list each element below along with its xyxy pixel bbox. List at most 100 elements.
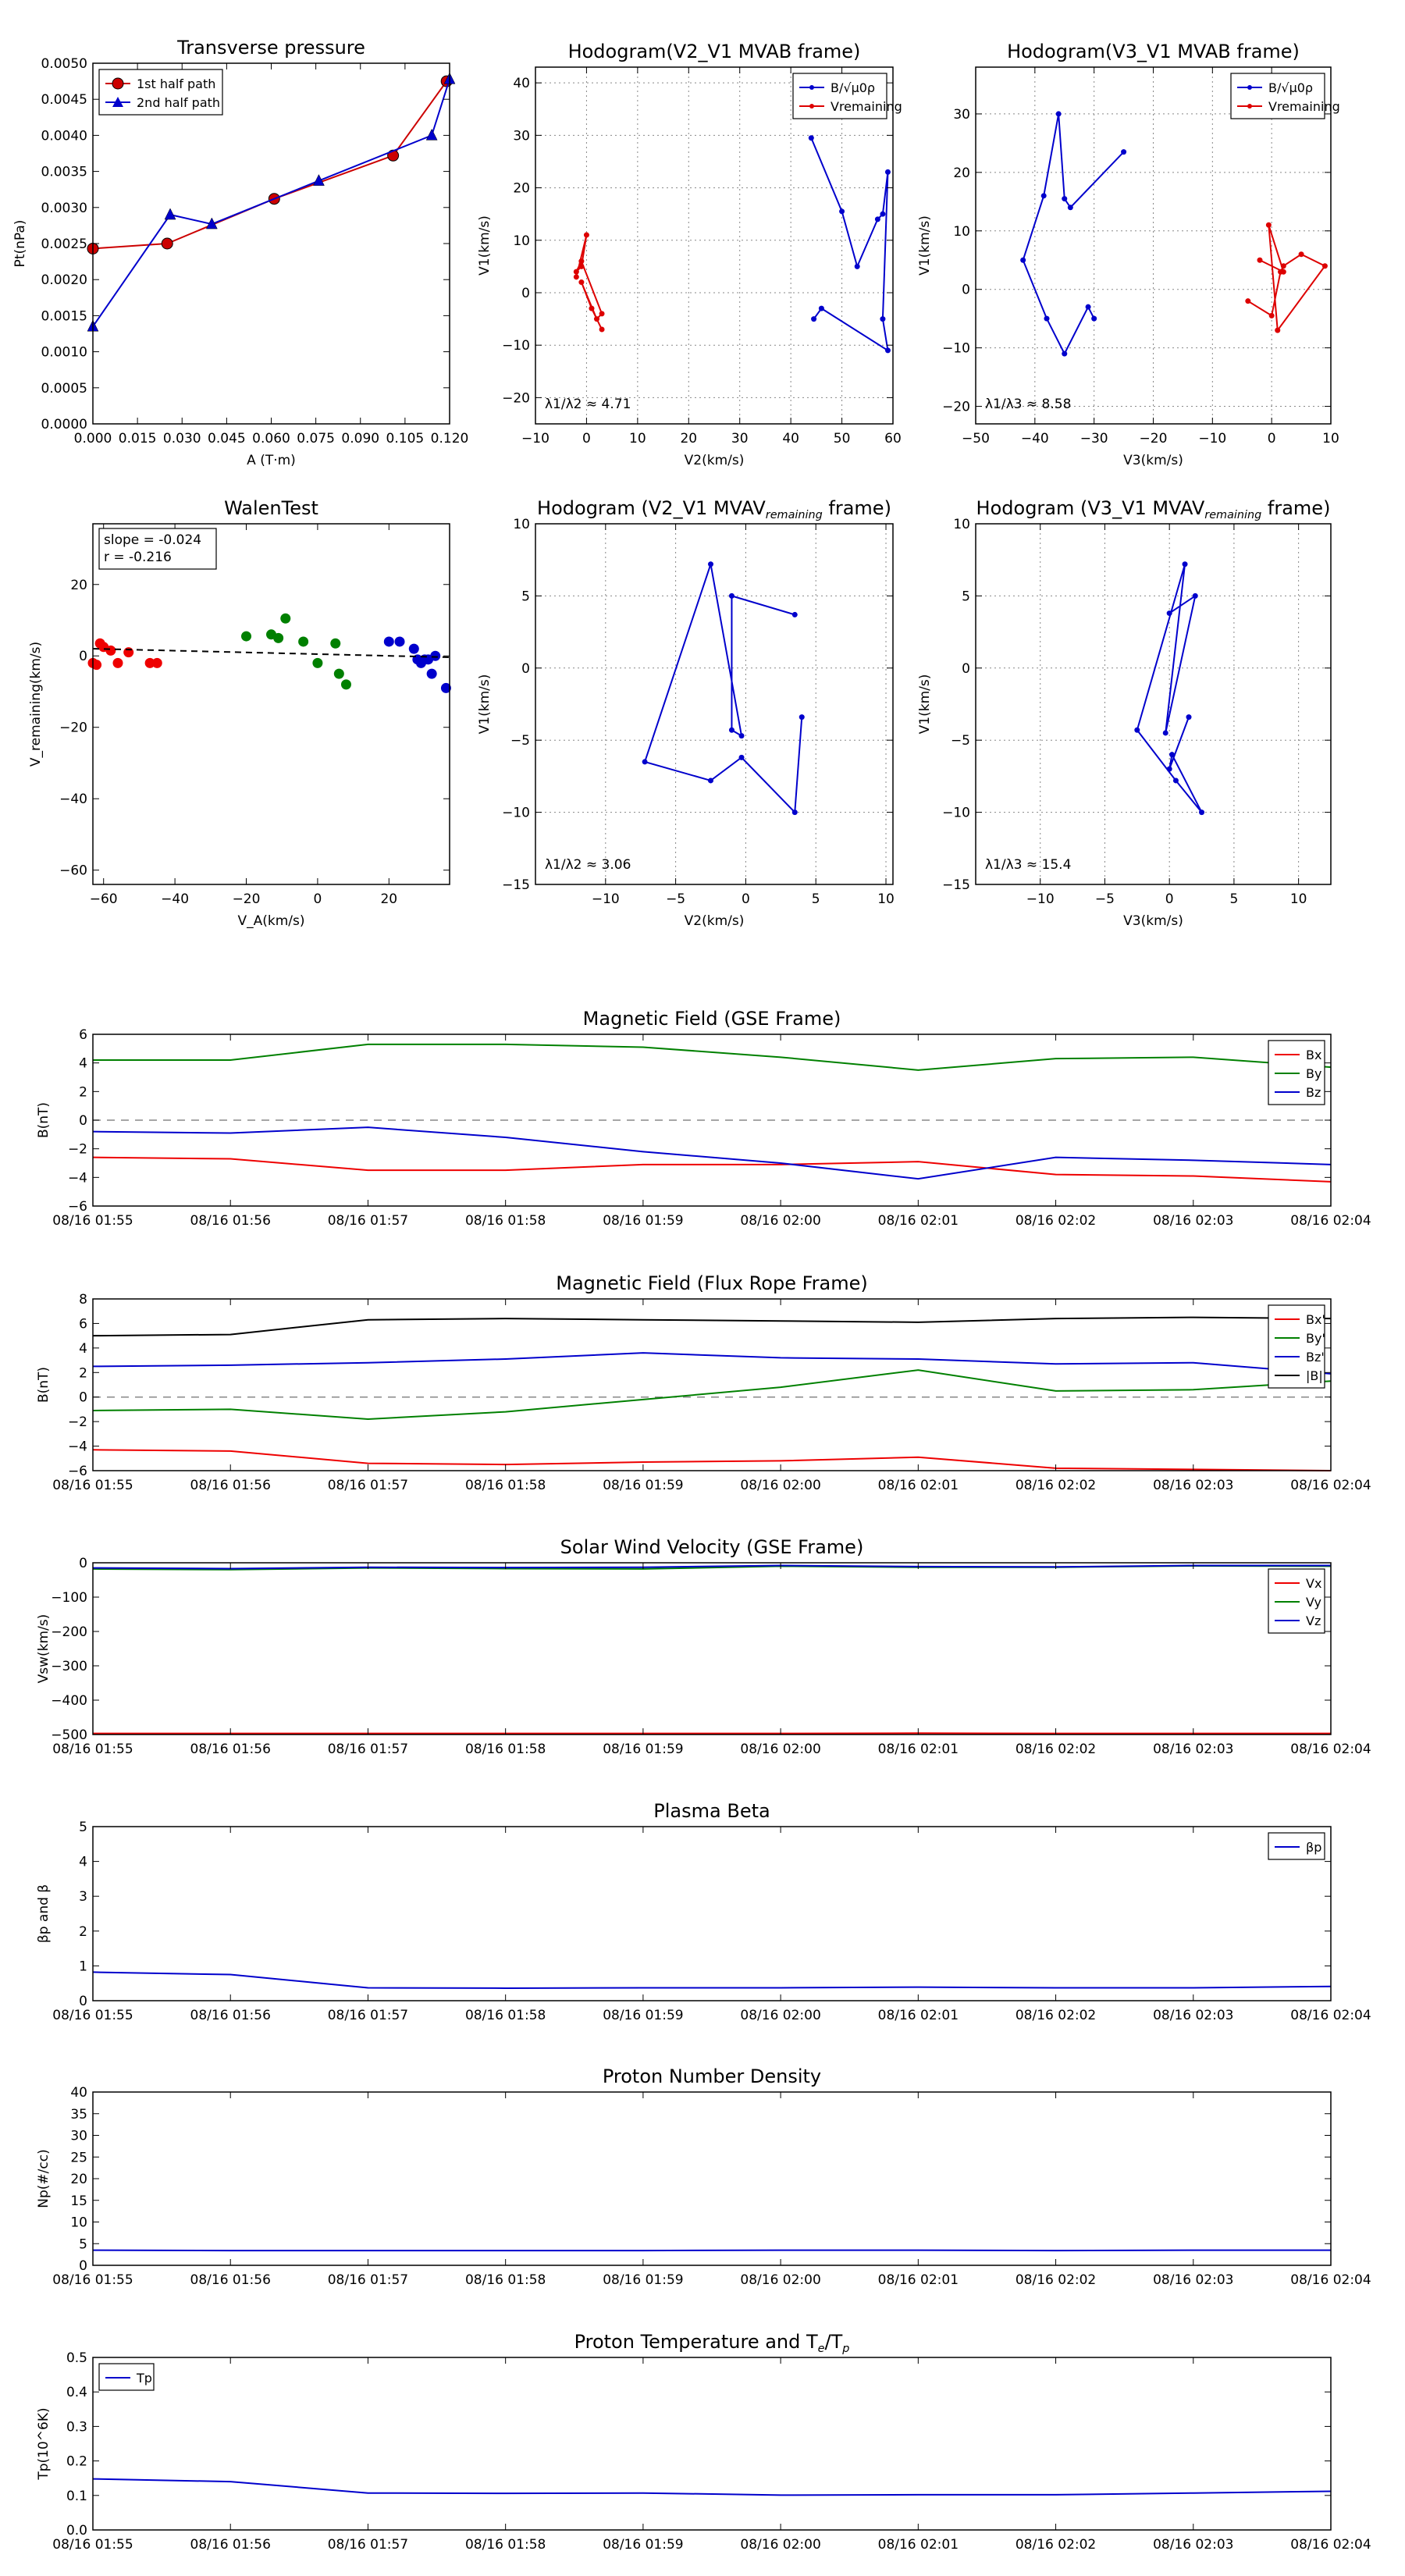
plot-frame bbox=[535, 523, 894, 885]
x-tick-label: 50 bbox=[834, 431, 851, 447]
scatter-point bbox=[105, 645, 116, 656]
data-point bbox=[1055, 111, 1062, 117]
data-point bbox=[1172, 777, 1179, 784]
x-axis-label: A (T·m) bbox=[247, 453, 296, 468]
x-tick-label: 0 bbox=[742, 891, 750, 907]
series-line bbox=[92, 1369, 1332, 1421]
stats-text: r = -0.216 bbox=[104, 550, 172, 565]
x-tick-label: 08/16 02:00 bbox=[740, 1742, 820, 1757]
data-point bbox=[738, 754, 745, 760]
chart-title: Plasma Beta bbox=[653, 1800, 770, 1822]
x-tick-label: 08/16 02:02 bbox=[1016, 2272, 1096, 2288]
x-tick-label: 0.075 bbox=[297, 431, 335, 447]
y-tick-label: −6 bbox=[68, 1464, 87, 1479]
legend-label: Vremaining bbox=[1268, 99, 1340, 114]
y-tick-label: 20 bbox=[513, 181, 530, 197]
data-point bbox=[1245, 298, 1251, 304]
series-line bbox=[1136, 564, 1203, 813]
x-tick-label: 08/16 02:00 bbox=[740, 1213, 820, 1229]
x-tick-label: 0.015 bbox=[119, 431, 157, 447]
data-point bbox=[1257, 257, 1263, 263]
data-point bbox=[1040, 193, 1047, 199]
series-line bbox=[92, 1156, 1332, 1183]
x-tick-label: 08/16 02:01 bbox=[878, 1478, 959, 1493]
y-tick-label: 30 bbox=[953, 107, 970, 123]
data-point bbox=[164, 208, 176, 220]
x-tick-label: 08/16 01:58 bbox=[465, 2272, 546, 2288]
data-point bbox=[884, 347, 891, 354]
x-tick-label: 08/16 02:02 bbox=[1016, 2008, 1096, 2023]
y-tick-label: 1 bbox=[79, 1959, 87, 1974]
x-tick-label: 10 bbox=[629, 431, 646, 447]
y-tick-label: −6 bbox=[68, 1199, 87, 1215]
chart-proton-density: 08/16 01:55 08/16 01:56 08/16 01:57 08/16 0… bbox=[36, 2065, 1371, 2288]
x-tick-label: 08/16 01:59 bbox=[603, 1742, 683, 1757]
y-tick-label: 0 bbox=[962, 283, 970, 298]
fit-line bbox=[92, 648, 450, 659]
y-tick-label: −4 bbox=[68, 1170, 87, 1186]
y-tick-label: −10 bbox=[502, 806, 530, 821]
x-tick-label: 08/16 02:01 bbox=[878, 2008, 959, 2023]
x-tick-label: 08/16 02:03 bbox=[1153, 1213, 1233, 1229]
x-tick-label: 08/16 02:02 bbox=[1016, 2537, 1096, 2553]
x-tick-label: 10 bbox=[1290, 891, 1307, 907]
x-tick-label: 08/16 01:56 bbox=[190, 2272, 271, 2288]
x-tick-label: 08/16 02:00 bbox=[740, 2272, 820, 2288]
x-tick-label: 08/16 02:00 bbox=[740, 1478, 820, 1493]
x-tick-label: 08/16 01:55 bbox=[52, 2008, 133, 2023]
legend-label: Bx' bbox=[1306, 1312, 1325, 1327]
x-tick-label: 60 bbox=[884, 431, 902, 447]
y-axis-label: βp and β bbox=[36, 1884, 52, 1943]
y-tick-label: −10 bbox=[942, 806, 970, 821]
data-point bbox=[884, 169, 891, 175]
scatter-point bbox=[123, 647, 134, 658]
scatter-point bbox=[151, 657, 162, 668]
plot-frame bbox=[535, 66, 894, 425]
x-tick-label: 0 bbox=[313, 891, 322, 907]
x-axis-label: V3(km/s) bbox=[1123, 913, 1183, 929]
series-line bbox=[1247, 224, 1326, 333]
legend-label: B/√μ0ρ bbox=[1268, 80, 1313, 95]
legend-label: βp bbox=[1306, 1840, 1321, 1855]
y-tick-label: 5 bbox=[962, 589, 970, 604]
data-point bbox=[808, 135, 814, 141]
y-tick-label: 5 bbox=[521, 589, 530, 604]
x-tick-label: 08/16 02:00 bbox=[740, 2537, 820, 2553]
data-point bbox=[1182, 561, 1188, 568]
data-point bbox=[1062, 350, 1068, 357]
plot-frame bbox=[92, 1298, 1332, 1471]
x-tick-label: 0.030 bbox=[163, 431, 201, 447]
x-tick-label: 08/16 01:56 bbox=[190, 2537, 271, 2553]
y-tick-label: 0.2 bbox=[66, 2454, 87, 2470]
y-axis-label: Np(#/cc) bbox=[36, 2149, 52, 2208]
x-tick-label: 08/16 02:02 bbox=[1016, 1742, 1096, 1757]
scatter-point bbox=[241, 631, 252, 642]
y-tick-label: −10 bbox=[942, 341, 970, 357]
y-tick-label: 10 bbox=[513, 517, 530, 532]
x-tick-label: 10 bbox=[877, 891, 895, 907]
plot-frame bbox=[92, 62, 450, 425]
x-tick-label: 10 bbox=[1322, 431, 1339, 447]
scatter-point bbox=[426, 668, 437, 679]
chart-title: Hodogram(V3_V1 MVAB frame) bbox=[1007, 41, 1300, 62]
x-tick-label: 20 bbox=[380, 891, 397, 907]
series-line bbox=[92, 1564, 1331, 1570]
x-tick-label: 08/16 01:58 bbox=[465, 1478, 546, 1493]
x-axis-label: V2(km/s) bbox=[685, 913, 745, 929]
data-point bbox=[880, 316, 886, 322]
y-tick-label: −60 bbox=[59, 863, 87, 879]
data-point bbox=[791, 611, 798, 617]
legend-label: Vx bbox=[1306, 1576, 1321, 1591]
series-line bbox=[92, 1316, 1332, 1337]
y-axis-label: B(nT) bbox=[36, 1367, 52, 1403]
data-point bbox=[573, 269, 579, 275]
y-tick-label: 20 bbox=[70, 578, 87, 593]
y-tick-label: 0.0025 bbox=[41, 237, 87, 252]
data-point bbox=[1280, 269, 1286, 275]
data-point bbox=[1321, 263, 1328, 269]
data-point bbox=[425, 128, 438, 141]
x-tick-label: 08/16 01:57 bbox=[328, 1478, 408, 1493]
y-axis-label: Pt(nPa) bbox=[12, 220, 28, 268]
x-tick-label: −5 bbox=[666, 891, 685, 907]
x-tick-label: −10 bbox=[1198, 431, 1226, 447]
